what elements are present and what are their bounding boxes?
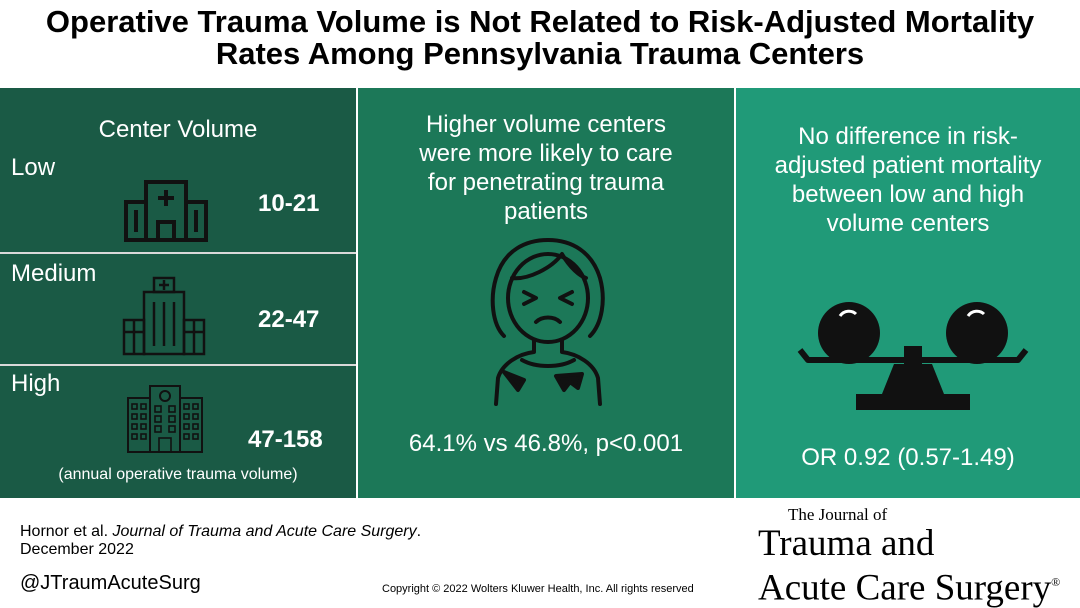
level-low-label: Low <box>11 154 56 181</box>
logo-line-2: Trauma and <box>758 523 935 564</box>
text-line: volume centers <box>826 210 990 237</box>
citation-end: . <box>416 523 422 540</box>
text-line: Higher volume centers <box>425 111 667 138</box>
citation-date: December 2022 <box>20 541 134 558</box>
citation-authors: Hornor et al. <box>20 523 113 540</box>
volume-panel: Center Volume Low 10-21 Medium 22-47 Hig… <box>0 88 356 498</box>
journal-logo: The Journal of Trauma and Acute Care Sur… <box>758 505 1060 607</box>
level-high-range: 47-158 <box>248 426 323 453</box>
level-low-range: 10-21 <box>258 190 320 217</box>
penetrating-panel: Higher volume centers were more likely t… <box>356 88 734 498</box>
level-high-label: High <box>11 370 61 397</box>
twitter-handle[interactable]: @JTraumAcuteSurg <box>20 572 201 594</box>
injured-patient-icon <box>490 238 605 406</box>
large-hospital-icon <box>127 385 203 453</box>
divider <box>0 364 356 366</box>
medium-hospital-icon <box>122 276 206 356</box>
penetrating-text: Higher volume centers were more likely t… <box>358 110 734 226</box>
mortality-panel: No difference in risk- adjusted patient … <box>734 88 1080 498</box>
registered-mark: ® <box>1051 575 1061 589</box>
text-line: patients <box>503 198 589 225</box>
title-line-1: Operative Trauma Volume is Not Related t… <box>45 4 1035 39</box>
logo-line-1: The Journal of <box>788 505 888 524</box>
mortality-text: No difference in risk- adjusted patient … <box>736 122 1080 238</box>
level-medium-label: Medium <box>11 260 97 287</box>
page-title: Operative Trauma Volume is Not Related t… <box>0 6 1080 70</box>
mortality-stat: OR 0.92 (0.57-1.49) <box>801 444 1015 471</box>
penetrating-stat: 64.1% vs 46.8%, p<0.001 <box>408 430 684 457</box>
level-medium-range: 22-47 <box>258 306 320 333</box>
small-hospital-icon <box>124 180 208 242</box>
text-line: for penetrating trauma <box>427 169 665 196</box>
volume-note: (annual operative trauma volume) <box>58 466 298 483</box>
text-line: No difference in risk- <box>798 123 1018 150</box>
citation: Hornor et al. Journal of Trauma and Acut… <box>20 523 421 559</box>
citation-journal: Journal of Trauma and Acute Care Surgery <box>112 523 417 540</box>
copyright: Copyright © 2022 Wolters Kluwer Health, … <box>382 583 694 595</box>
text-line: adjusted patient mortality <box>774 152 1042 179</box>
logo-line-3: Acute Care Surgery® <box>758 563 1060 607</box>
logo-line-3-text: Acute Care Surgery <box>758 567 1052 608</box>
title-line-2: Rates Among Pennsylvania Trauma Centers <box>215 36 865 71</box>
text-line: were more likely to care <box>419 140 673 167</box>
volume-heading: Center Volume <box>98 116 258 143</box>
text-line: between low and high <box>791 181 1025 208</box>
balance-scale-icon <box>797 302 1029 410</box>
divider <box>0 252 356 254</box>
